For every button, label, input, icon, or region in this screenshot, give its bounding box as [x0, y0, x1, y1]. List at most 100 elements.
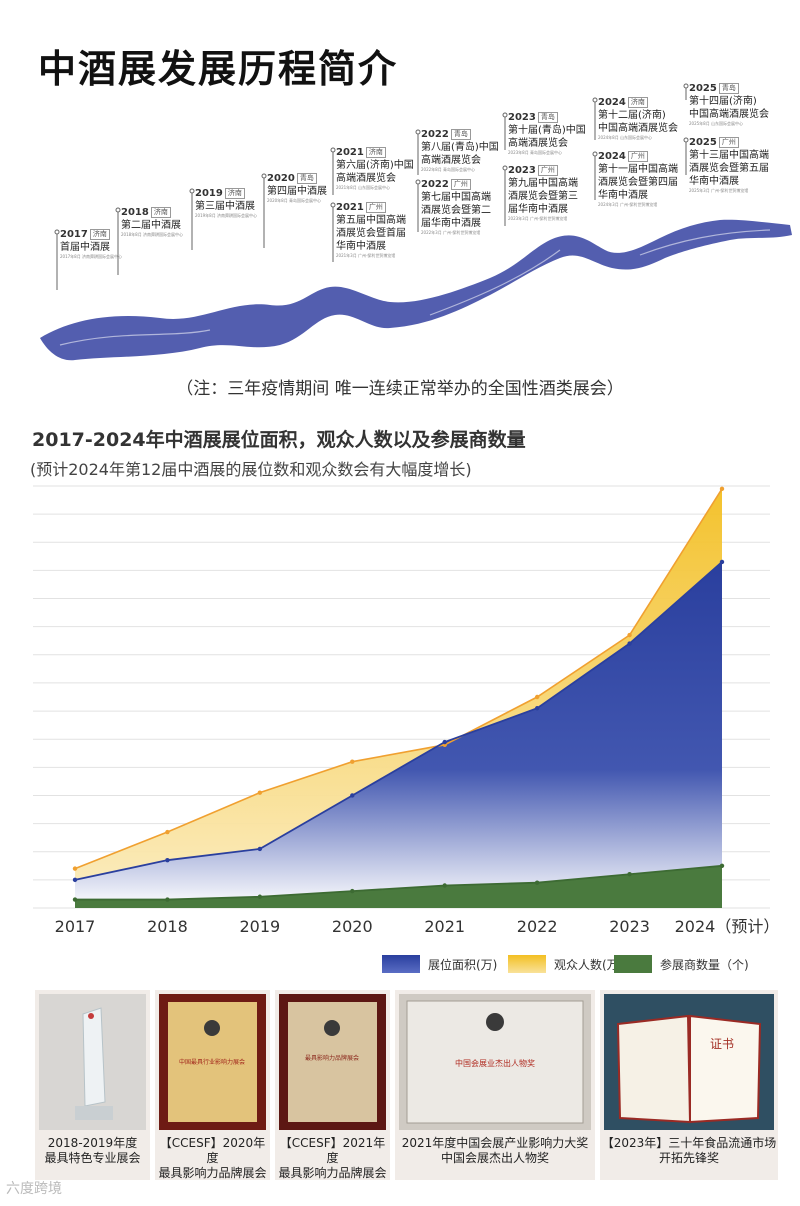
- timeline-event-name: 酒展览会暨第四届: [598, 177, 678, 188]
- legend-swatch-yellow: [508, 955, 546, 973]
- timeline-year: 2023: [508, 112, 536, 123]
- timeline-event-name: 中国高端酒展览会: [689, 109, 769, 120]
- timeline-event-detail: 2020年8月 青岛国际会展中心: [267, 198, 321, 203]
- timeline-item: 2023 广州 第九届中国高端 酒展览会暨第三 届华南中酒展 2023年3月 广州·保利世…: [508, 164, 578, 222]
- area-chart: 2017 2018 2019 2020 2021 2022 2023 2024（预计）: [33, 485, 779, 936]
- timeline-event-detail: 2023年8月 青岛国际会展中心: [508, 150, 562, 155]
- page-title: 中酒展发展历程简介: [38, 47, 399, 91]
- data-point: [627, 872, 632, 877]
- timeline-event-name: 第五届中国高端: [336, 215, 406, 226]
- timeline-event-name: 第四届中酒展: [267, 186, 327, 197]
- timeline-city-badge: 济南: [365, 146, 386, 158]
- award-caption: 2018-2019年度 最具特色专业展会: [44, 1136, 141, 1165]
- timeline-event-detail: 2024年8月 山东国际会展中心: [598, 135, 652, 140]
- timeline-item: 2020 青岛 第四届中酒展 2020年8月 青岛国际会展中心: [267, 172, 327, 204]
- series-line-2: [75, 864, 723, 901]
- timeline-event-detail: 2025年8月 山东国际会展中心: [689, 121, 743, 126]
- timeline-year: 2019: [195, 188, 223, 199]
- timeline-event-name: 高端酒展览会: [336, 173, 396, 184]
- timeline-event-name: 华南中酒展: [689, 176, 739, 187]
- brush-stroke: [40, 219, 792, 361]
- timeline-city-badge: 济南: [224, 187, 245, 199]
- timeline-city-badge: 青岛: [718, 82, 739, 94]
- legend-item-exhibitors: 参展商数量（个): [614, 955, 749, 973]
- timeline-year: 2021: [336, 202, 364, 213]
- timeline-event-detail: 2024年3月 广州·保利世贸博览馆: [598, 202, 658, 207]
- award-card: 2018-2019年度 最具特色专业展会: [35, 990, 150, 1180]
- timeline-event-name: 第六届(济南)中国: [336, 160, 414, 171]
- timeline-item: 2025 广州 第十三届中国高端 酒展览会暨第五届 华南中酒展 2025年3月 广州·保利…: [689, 136, 769, 194]
- timeline-item: 2018 济南 第二届中酒展 2018年8月 济南舜耕国际会展中心: [121, 206, 183, 238]
- legend-item-visitors: 观众人数(万): [508, 955, 623, 973]
- timeline-item: 2023 青岛第十届(青岛)中国 高端酒展览会 2023年8月 青岛国际会展中心: [508, 111, 586, 156]
- plaque-text: 中国会展业杰出人物奖: [455, 1058, 535, 1068]
- award-caption: 【CCESF】2021年度 最具影响力品牌展会: [278, 1136, 387, 1180]
- plaque-text: 最具影响力品牌展会: [305, 1054, 359, 1062]
- timeline-event-name: 第九届中国高端: [508, 178, 578, 189]
- timeline-event-name: 届华南中酒展: [421, 218, 481, 229]
- timeline-year: 2024: [598, 151, 626, 162]
- data-point: [350, 888, 355, 894]
- timeline-event-name: 中国高端酒展览会: [598, 123, 678, 134]
- timeline-event-name: 酒展览会暨第五届: [689, 163, 769, 174]
- timeline-event-name: 第十届(青岛)中国: [508, 125, 586, 136]
- timeline-dot: [683, 83, 689, 89]
- data-point: [72, 866, 78, 871]
- timeline-event-detail: 2017年8月 济南舜耕国际会展中心: [60, 254, 122, 259]
- plaque-image: 中国会展业杰出人物奖: [399, 994, 591, 1130]
- timeline-year: 2022: [421, 179, 449, 190]
- timeline-item: 2017 济南 首届中酒展 2017年8月 济南舜耕国际会展中心: [60, 228, 122, 260]
- timeline-dot: [330, 202, 336, 208]
- x-tick-label: 2022: [517, 917, 558, 936]
- data-point: [534, 880, 540, 885]
- legend-swatch-blue: [382, 955, 420, 973]
- award-card: 证书 【2023年】三十年食品流通市场 开拓先锋奖: [600, 990, 778, 1180]
- timeline-city-badge: 广州: [365, 201, 386, 213]
- award-caption: 【CCESF】2020年度 最具影响力品牌展会: [158, 1136, 267, 1180]
- timeline-event-name: 酒展览会暨第二: [421, 205, 491, 216]
- timeline-item: 2022 广州 第七届中国高端 酒展览会暨第二 届华南中酒展 2022年3月 广州·保利世…: [421, 178, 491, 236]
- x-tick-label: 2021: [424, 917, 465, 936]
- chart-title: 2017-2024年中酒展展位面积，观众人数以及参展商数量: [32, 429, 526, 451]
- x-tick-label: 2020: [332, 917, 373, 936]
- timeline-event-name: 酒展览会暨第三: [508, 191, 578, 202]
- timeline-dot: [683, 137, 689, 143]
- timeline-dot: [502, 165, 508, 171]
- timeline-city-badge: 青岛: [537, 111, 558, 123]
- timeline-year: 2022: [421, 129, 449, 140]
- timeline-dot: [592, 97, 598, 103]
- timeline-dot: [502, 112, 508, 118]
- data-point: [719, 486, 725, 492]
- timeline-item: 2022 青岛 第八届(青岛)中国 高端酒展览会 2022年8月 青岛国际会展中心: [421, 128, 499, 173]
- timeline-event-detail: 2022年8月 青岛国际会展中心: [421, 167, 475, 172]
- footnote: （注：三年疫情期间 唯一连续正常举办的全国性酒类展会）: [176, 379, 624, 399]
- timeline-city-badge: 济南: [627, 96, 648, 108]
- timeline-event-detail: 2022年3月 广州·保利世贸博览馆: [421, 230, 481, 235]
- timeline-city-badge: 广州: [718, 136, 739, 148]
- award-card: 最具影响力品牌展会 【CCESF】2021年度 最具影响力品牌展会: [275, 990, 390, 1180]
- timeline-event-name: 酒展览会暨首届: [336, 228, 406, 239]
- timeline-city-badge: 广州: [627, 150, 648, 162]
- data-point: [534, 706, 540, 711]
- timeline-city-badge: 青岛: [296, 172, 317, 184]
- data-point: [72, 877, 78, 883]
- data-point: [165, 829, 170, 835]
- timeline-event-name: 高端酒展览会: [508, 138, 568, 149]
- legend-label: 观众人数(万): [554, 957, 624, 972]
- data-point: [719, 863, 725, 868]
- timeline-event-name: 高端酒展览会: [421, 155, 481, 166]
- data-point: [257, 790, 263, 795]
- timeline-year: 2023: [508, 165, 536, 176]
- plaque-image: 最具影响力品牌展会: [279, 994, 386, 1130]
- certificate-text: 证书: [710, 1037, 734, 1051]
- data-point: [350, 759, 355, 764]
- timeline-event-detail: 2018年8月 济南舜耕国际会展中心: [121, 232, 183, 237]
- timeline-event-name: 华南中酒展: [598, 190, 648, 201]
- x-tick-label: 2018: [147, 917, 188, 936]
- trophy-image: [39, 994, 146, 1130]
- timeline-event-name: 第十三届中国高端: [689, 150, 769, 161]
- award-caption: 2021年度中国会展产业影响力大奖 中国会展杰出人物奖: [401, 1136, 589, 1165]
- timeline-event-detail: 2021年3月 广州·保利世贸博览馆: [336, 253, 396, 258]
- timeline-event-name: 第三届中酒展: [195, 201, 255, 212]
- data-point: [165, 897, 170, 902]
